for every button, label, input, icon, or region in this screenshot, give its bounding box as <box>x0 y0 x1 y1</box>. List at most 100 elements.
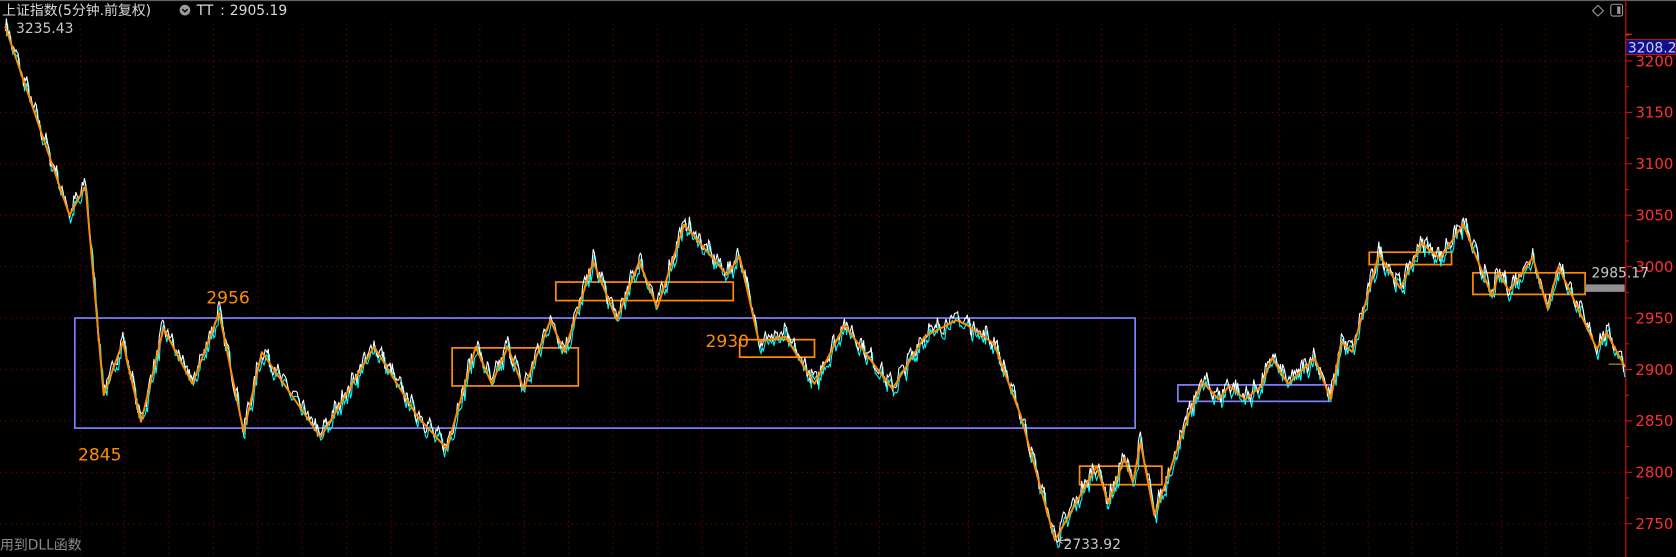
zigzag-segment <box>1201 381 1220 400</box>
zigzag-segment <box>1107 457 1126 504</box>
price-axis: 3200 3150 3100 3050 3000 2950 2900 2850 2800 2750 <box>1625 0 1673 557</box>
zigzag-vertex <box>1351 351 1353 353</box>
zigzag-vertex <box>923 335 926 338</box>
zigzag-segment <box>445 346 477 449</box>
zigzag-vertex <box>1546 307 1549 310</box>
zigzag-segment <box>592 261 618 321</box>
zigzag-segment <box>1531 257 1549 310</box>
zigzag-vertex <box>993 342 995 345</box>
zigzag-vertex <box>683 223 685 226</box>
zigzag-vertex <box>1139 441 1142 444</box>
zigzag-segment <box>1153 412 1191 516</box>
zigzag-vertex <box>813 383 816 385</box>
zigzag-vertex <box>1201 380 1204 383</box>
zigzag-segment <box>218 312 245 433</box>
zigzag-vertex <box>1329 398 1332 401</box>
dll-status-text: 用到DLL函数 <box>0 538 82 554</box>
annotation-label: 3235.43 <box>16 21 73 37</box>
low-arrow-icon <box>1057 536 1070 544</box>
axis-tick-label: 2800 <box>1635 464 1673 482</box>
zigzag-segment <box>758 335 786 343</box>
panel-toggle-icon[interactable] <box>1610 3 1624 17</box>
range-box <box>738 338 816 358</box>
price-line-white <box>4 18 1625 544</box>
zigzag-vertex <box>1557 265 1560 268</box>
axis-tick-label: 3100 <box>1635 155 1673 173</box>
zigzag-segment <box>68 185 87 216</box>
zigzag-segment <box>191 312 221 385</box>
zigzag-line <box>4 26 1626 542</box>
zigzag-vertex <box>506 345 509 348</box>
zigzag-segment <box>1605 332 1626 367</box>
axis-tick-label: 3200 <box>1635 52 1673 70</box>
zigzag-vertex <box>1271 357 1273 360</box>
zigzag-segment <box>1497 272 1511 292</box>
zigzag-vertex <box>102 394 105 397</box>
zigzag-segment <box>416 415 448 450</box>
zigzag-vertex <box>1217 398 1220 401</box>
axis-tick-label: 2850 <box>1635 412 1673 430</box>
current-price-tag: 3208.2 <box>1625 33 1676 56</box>
zigzag-vertex <box>1491 295 1494 298</box>
zigzag-vertex <box>522 388 525 390</box>
zigzag-segment <box>261 351 322 438</box>
zigzag-segment <box>1217 385 1230 400</box>
zigzag-segment <box>319 346 375 438</box>
zigzag-vertex <box>140 421 142 423</box>
last-close-bar <box>1585 284 1625 292</box>
zigzag-segment <box>784 336 816 385</box>
zigzag-vertex <box>1623 365 1626 368</box>
zigzag-vertex <box>656 306 659 309</box>
zigzag-segment <box>102 341 124 396</box>
zigzag-vertex <box>261 351 263 353</box>
range-box <box>73 317 1137 429</box>
range-box <box>554 281 735 302</box>
zigzag-segment <box>373 346 418 417</box>
zigzag-vertex <box>1377 253 1380 256</box>
axis-tick-label: 3150 <box>1635 104 1673 122</box>
zigzag-segment <box>140 328 165 423</box>
zigzag-segment <box>1139 442 1156 516</box>
indicator-value: 2905.19 <box>230 3 287 19</box>
zigzag-segment <box>1132 442 1142 483</box>
axis-tick-label: 2900 <box>1635 361 1673 379</box>
zigzag-segment <box>474 346 493 385</box>
axis-tick-label: 3000 <box>1635 258 1673 276</box>
diamond-icon[interactable] <box>1591 4 1605 17</box>
chart-title: 上证指数(5分钟.前复权) <box>2 2 151 19</box>
zigzag-segment <box>84 186 105 396</box>
zigzag-segment <box>1260 357 1273 387</box>
zigzag-vertex <box>4 26 7 28</box>
zigzag-segment <box>924 319 958 338</box>
zigzag-vertex <box>122 340 124 343</box>
zigzag-vertex <box>738 255 741 258</box>
zigzag-vertex <box>1153 514 1156 517</box>
consolidation-boxes <box>73 251 1587 486</box>
zigzag-segment <box>1340 341 1353 353</box>
zigzag-segment <box>993 343 1022 417</box>
zigzag-segment <box>522 319 552 390</box>
zigzag-vertex <box>68 214 71 217</box>
annotation-label: 2985.17 <box>1592 266 1649 282</box>
indicator-sep: : <box>220 3 225 19</box>
axis-tick-label: 3050 <box>1635 207 1673 225</box>
zigzag-vertex <box>563 351 566 353</box>
zigzag-vertex <box>1420 242 1423 244</box>
zigzag-vertex <box>638 260 641 263</box>
indicator-name: TT <box>196 3 214 19</box>
price-line <box>4 18 1626 549</box>
zigzag-segment <box>162 327 194 385</box>
zigzag-vertex <box>1188 411 1191 414</box>
annotation-label: 2956 <box>206 288 250 308</box>
zigzag-segment <box>966 324 995 345</box>
zigzag-vertex <box>1244 398 1247 401</box>
zigzag-segment <box>1271 357 1289 385</box>
circle-chevron-down-icon[interactable] <box>179 4 191 16</box>
zigzag-vertex <box>891 388 894 390</box>
zigzag-segment <box>1228 385 1246 401</box>
zigzag-vertex <box>615 319 618 321</box>
zigzag-segment <box>1420 242 1441 260</box>
axis-tick-label: 2750 <box>1635 515 1673 533</box>
annotation-label: 2733.92 <box>1064 537 1121 553</box>
